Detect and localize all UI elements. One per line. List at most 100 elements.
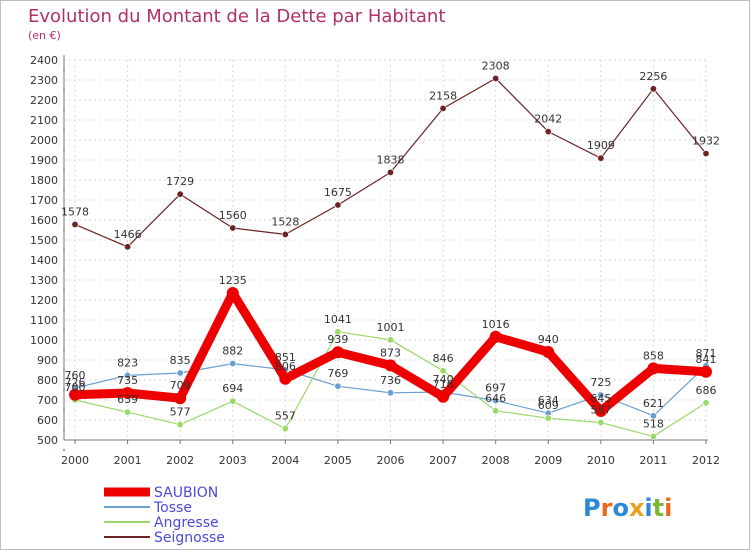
- data-point: [334, 328, 342, 336]
- data-point: [386, 336, 394, 344]
- data-label: 577: [170, 406, 191, 419]
- data-label: 2158: [429, 89, 457, 102]
- data-point: [647, 362, 660, 375]
- data-label: 1560: [219, 209, 247, 222]
- data-point: [121, 387, 134, 399]
- data-point: [334, 382, 342, 390]
- x-tick-label: 2008: [482, 454, 510, 467]
- data-label: 1466: [114, 228, 142, 241]
- data-point: [71, 220, 79, 228]
- data-point: [437, 390, 450, 403]
- data-point: [124, 371, 132, 379]
- data-point: [386, 168, 394, 176]
- data-point: [176, 190, 184, 198]
- chart-subtitle: (en €): [28, 29, 61, 42]
- data-label: 835: [170, 354, 191, 367]
- data-label: 518: [643, 417, 664, 430]
- logo-letter: i: [644, 494, 652, 522]
- y-tick-label: 800: [37, 374, 58, 387]
- series-angresse: [71, 328, 710, 440]
- data-point: [492, 397, 500, 405]
- y-tick-label: 2400: [30, 54, 58, 67]
- logo-letter: o: [612, 494, 629, 522]
- x-tick-label: 2006: [377, 454, 405, 467]
- data-point: [492, 74, 500, 82]
- data-label: 557: [275, 410, 296, 423]
- x-tick-label: 2009: [534, 454, 562, 467]
- data-point: [281, 230, 289, 238]
- legend-item: Angresse: [104, 515, 219, 531]
- data-label: 851: [275, 351, 296, 364]
- data-label: 736: [380, 374, 401, 387]
- data-point: [174, 392, 187, 405]
- data-point: [702, 399, 710, 407]
- data-point: [649, 432, 657, 440]
- data-label: 1838: [377, 153, 405, 166]
- data-label: 940: [538, 333, 559, 346]
- data-label: 726: [65, 376, 86, 389]
- logo-letter: i: [664, 494, 672, 522]
- data-label: 686: [696, 384, 717, 397]
- y-tick-label: 2100: [30, 114, 58, 127]
- y-tick-label: 2300: [30, 74, 58, 87]
- data-label: 609: [538, 399, 559, 412]
- axis-layer: 500 600 700 800 900 1000 1100 1200 1300 1400 1500 1…: [30, 54, 720, 467]
- data-label: 1578: [61, 205, 89, 218]
- data-point: [176, 369, 184, 377]
- data-label: 871: [696, 347, 717, 360]
- data-point: [384, 359, 397, 372]
- data-label: 1235: [219, 274, 247, 287]
- data-point: [334, 201, 342, 209]
- data-point: [594, 405, 607, 417]
- data-label: 621: [643, 397, 664, 410]
- x-tick-label: 2011: [639, 454, 667, 467]
- data-label: 646: [485, 392, 506, 405]
- data-label: 1932: [692, 135, 720, 148]
- series-saubion: [69, 287, 712, 417]
- data-label: 725: [590, 376, 611, 389]
- data-label: 700: [65, 381, 86, 394]
- data-label-layer: 726 735 709 1235 806 939 873 716 1016 940 645 858 84…: [61, 59, 720, 430]
- data-point: [492, 407, 500, 415]
- data-label: 846: [433, 352, 454, 365]
- y-tick-label: 1000: [30, 334, 58, 347]
- y-tick-label: 900: [37, 354, 58, 367]
- data-label: 2042: [534, 113, 562, 126]
- x-tick-label: 2002: [166, 454, 194, 467]
- data-point: [229, 224, 237, 232]
- data-point: [281, 425, 289, 433]
- proxiti-logo: Proxiti: [583, 494, 672, 522]
- data-point: [226, 287, 239, 299]
- legend-label: Tosse: [153, 500, 192, 516]
- data-point: [489, 330, 502, 343]
- data-label: 1001: [377, 321, 405, 334]
- data-label: 634: [538, 394, 559, 407]
- y-tick-label: 600: [37, 414, 58, 427]
- x-tick-label: 2000: [61, 454, 89, 467]
- logo-letter: x: [629, 494, 645, 522]
- legend-item: Seignosse: [104, 530, 225, 546]
- legend-label: Seignosse: [154, 530, 225, 546]
- x-tick-label: 2001: [114, 454, 142, 467]
- data-label: 1016: [482, 318, 510, 331]
- data-label: 1675: [324, 186, 352, 199]
- data-label: 709: [170, 379, 191, 392]
- y-tick-label: 1200: [30, 294, 58, 307]
- data-point: [124, 243, 132, 251]
- data-label: 735: [117, 374, 138, 387]
- data-point: [700, 365, 712, 378]
- data-point: [69, 388, 81, 401]
- data-label: 769: [327, 367, 348, 380]
- data-label: 1729: [166, 175, 194, 188]
- data-point: [229, 360, 237, 368]
- y-tick-label: 500: [37, 434, 58, 447]
- x-tick-label: 2007: [429, 454, 457, 467]
- y-tick-label: 1500: [30, 234, 58, 247]
- data-point: [439, 104, 447, 112]
- series-seignosse: [71, 74, 710, 251]
- x-tick-label: 2005: [324, 454, 352, 467]
- y-tick-label: 1600: [30, 214, 58, 227]
- data-label: 645: [590, 392, 611, 405]
